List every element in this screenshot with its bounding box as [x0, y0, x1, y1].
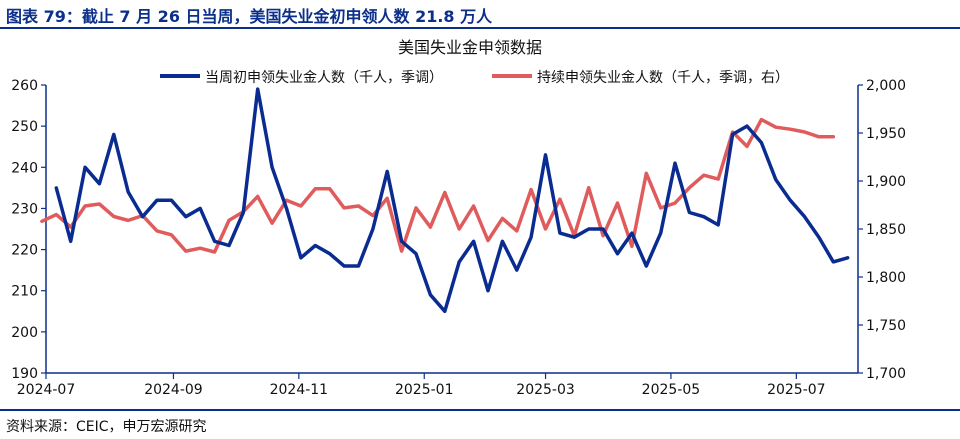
series-line-initial-claims	[54, 87, 850, 314]
x-tick-label: 2024-09	[144, 382, 203, 398]
y-right-tick-label: 1,750	[866, 318, 906, 334]
title-divider	[0, 27, 960, 29]
source-note: 资料来源：CEIC，申万宏源研究	[6, 419, 207, 435]
x-tick-label: 2024-07	[17, 382, 76, 398]
y-left-tick-label: 200	[11, 325, 38, 341]
y-right-tick-label: 2,000	[866, 78, 906, 94]
series-line-continuing-claims	[40, 117, 836, 254]
legend-initial-label: 当周初申领失业金人数（千人，季调）	[205, 69, 443, 86]
x-tick-label: 2025-05	[642, 382, 701, 398]
x-tick-label: 2025-03	[516, 382, 575, 398]
legend-continuing-label: 持续申领失业金人数（千人，季调，右）	[537, 69, 789, 86]
tick-labels: 190 200 210 220 230 240 250 260 1,700 1,750 1,800 1…	[11, 78, 906, 398]
x-tick-label: 2025-07	[767, 382, 826, 398]
y-left-tick-label: 260	[11, 78, 38, 94]
y-left-tick-label: 230	[11, 201, 38, 217]
line-chart: 美国失业金申领数据 当周初申领失业金人数（千人，季调） 持续申领失业金人数（千人…	[11, 38, 906, 398]
chart-title: 美国失业金申领数据	[398, 38, 542, 57]
y-left-tick-label: 240	[11, 160, 38, 176]
y-left-tick-label: 210	[11, 284, 38, 300]
legend: 当周初申领失业金人数（千人，季调） 持续申领失业金人数（千人，季调，右）	[160, 69, 789, 86]
figure-title: 图表 79：截止 7 月 26 日当周，美国失业金初申领人数 21.8 万人	[6, 7, 493, 26]
y-left-tick-label: 220	[11, 243, 38, 259]
y-left-tick-label: 190	[11, 366, 38, 382]
y-right-tick-label: 1,900	[866, 174, 906, 190]
x-tick-label: 2024-11	[270, 382, 329, 398]
series-layer	[40, 87, 850, 314]
y-left-tick-label: 250	[11, 119, 38, 135]
axes	[41, 84, 863, 379]
source-divider	[0, 409, 960, 411]
x-tick-label: 2025-01	[395, 382, 454, 398]
y-right-tick-label: 1,850	[866, 222, 906, 238]
y-right-tick-label: 1,700	[866, 366, 906, 382]
y-right-tick-label: 1,800	[866, 270, 906, 286]
y-right-tick-label: 1,950	[866, 126, 906, 142]
